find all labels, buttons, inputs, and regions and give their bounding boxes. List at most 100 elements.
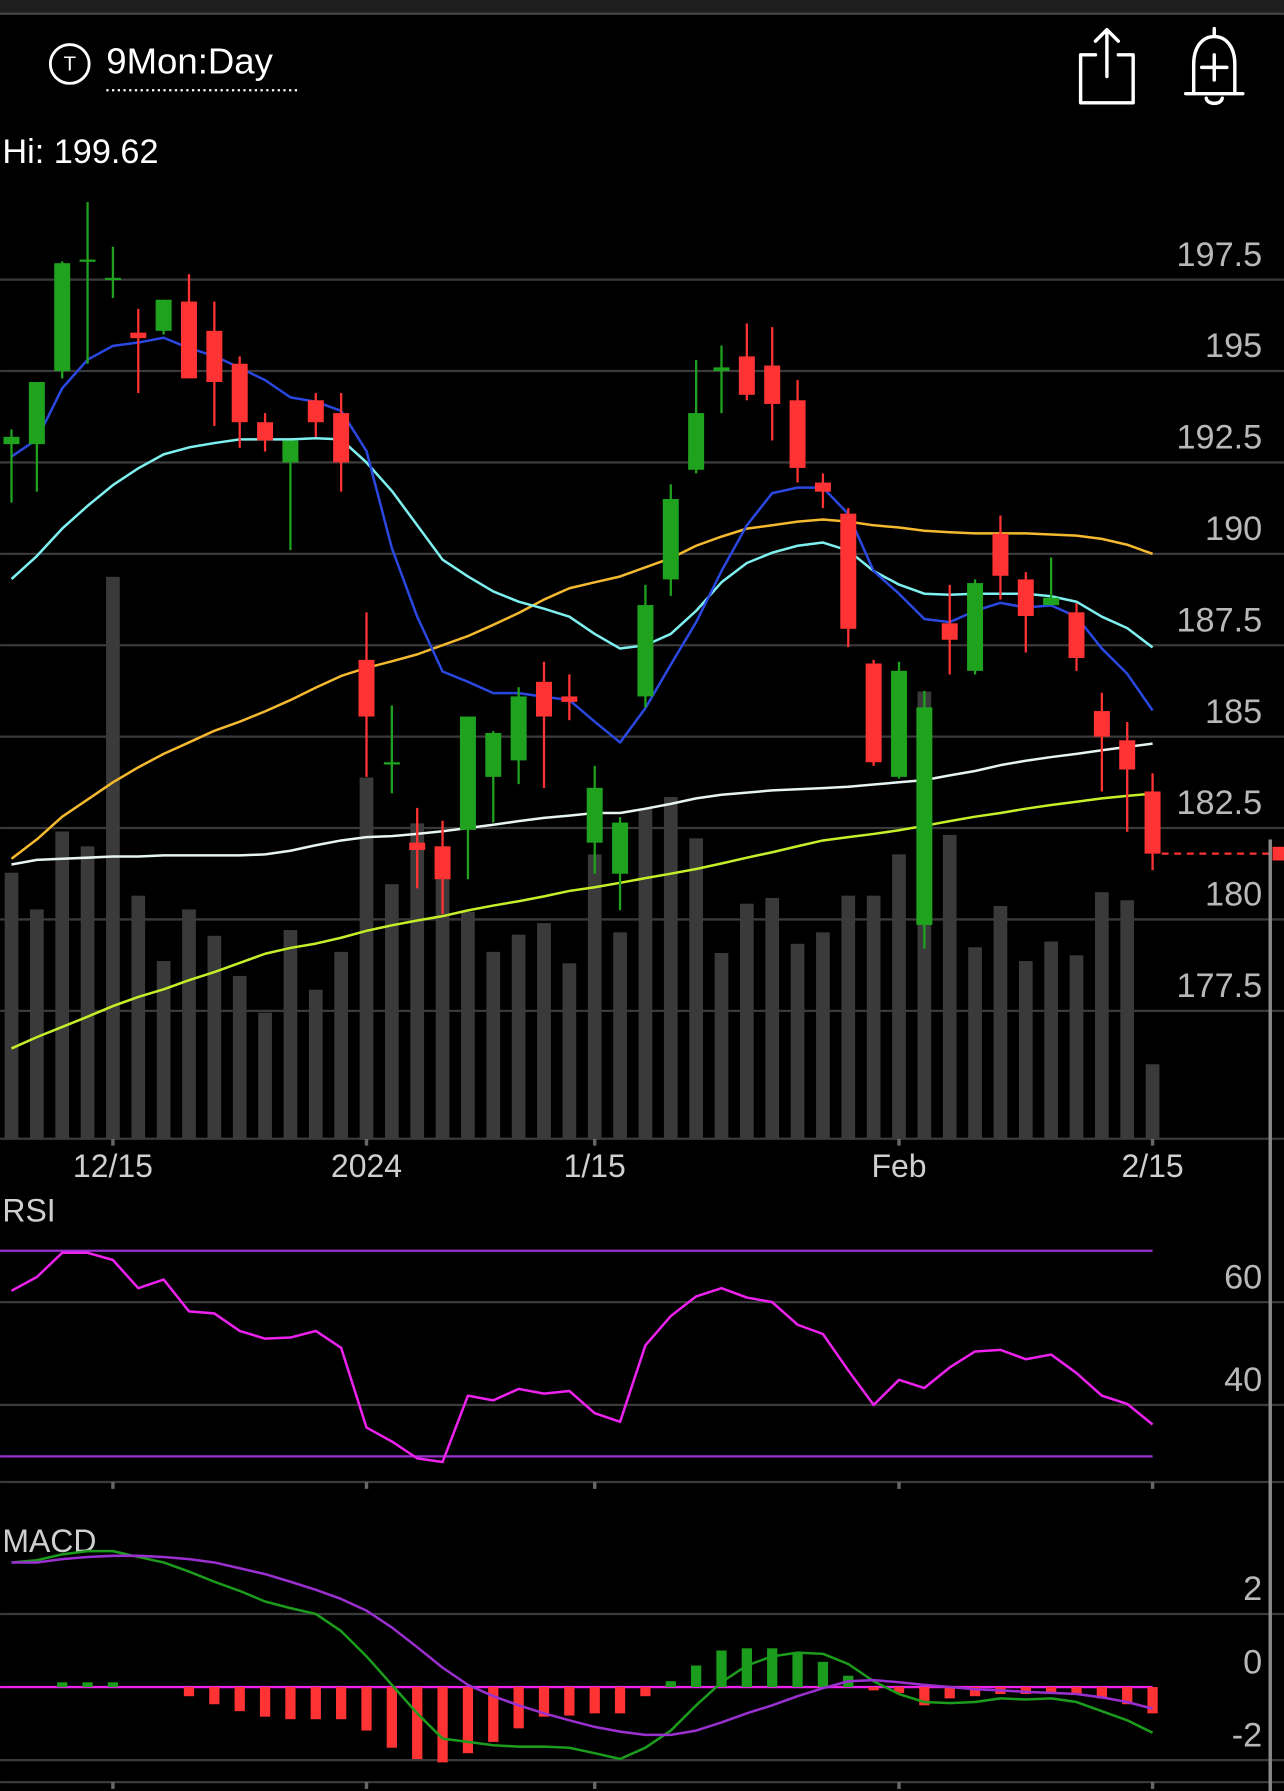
volume-bar bbox=[435, 863, 450, 1139]
volume-bar bbox=[841, 895, 856, 1139]
volume-bar bbox=[232, 975, 247, 1139]
volume-bar bbox=[866, 895, 881, 1139]
candle-body bbox=[738, 356, 755, 395]
histogram-bar bbox=[1020, 1687, 1031, 1695]
symbol-selector[interactable]: T 9Mon:Day bbox=[48, 41, 301, 92]
histogram-bar bbox=[691, 1665, 702, 1688]
volume-bar bbox=[258, 1012, 272, 1139]
symbol-icon bbox=[48, 43, 91, 85]
candle-body bbox=[3, 436, 20, 445]
histogram-bar bbox=[893, 1687, 905, 1693]
volume-bar bbox=[613, 932, 627, 1139]
symbol-title[interactable]: 9Mon:Day bbox=[106, 41, 273, 82]
volume-bar bbox=[385, 884, 399, 1139]
candle-body bbox=[713, 367, 730, 372]
candle-body bbox=[840, 513, 857, 629]
volume-bar bbox=[892, 854, 906, 1139]
indicator-line bbox=[11, 1549, 1154, 1761]
volume-bar bbox=[156, 961, 171, 1139]
candle-body bbox=[54, 263, 71, 372]
volume-bar bbox=[80, 846, 95, 1139]
candle-body bbox=[536, 681, 552, 717]
volume-bar bbox=[714, 952, 729, 1139]
histogram-bar bbox=[538, 1687, 550, 1717]
candle-body bbox=[257, 422, 274, 441]
candle-body bbox=[485, 732, 502, 777]
volume-bar bbox=[1044, 941, 1058, 1139]
x-tick-label: 12/15 bbox=[73, 1148, 153, 1184]
volume-bar bbox=[968, 947, 982, 1139]
volume-bar bbox=[587, 854, 602, 1139]
histogram-bar bbox=[437, 1687, 448, 1763]
y-tick-label: 187.5 bbox=[1177, 601, 1263, 639]
volume-bar bbox=[486, 951, 501, 1139]
candle-body bbox=[1119, 740, 1136, 770]
volume-bar bbox=[182, 909, 196, 1139]
candle-body bbox=[967, 583, 984, 671]
volume-bar bbox=[1018, 961, 1033, 1139]
candle-body bbox=[28, 382, 45, 445]
candle-body bbox=[992, 533, 1009, 576]
indicator-line bbox=[10, 518, 1153, 860]
histogram-bar bbox=[1046, 1687, 1057, 1693]
histogram-bar bbox=[209, 1687, 220, 1705]
candle-body bbox=[79, 259, 96, 262]
volume-bar bbox=[283, 930, 298, 1139]
candle-body bbox=[409, 842, 426, 850]
candle-body bbox=[1043, 597, 1060, 606]
y-tick-label: 185 bbox=[1205, 693, 1262, 731]
candle-body bbox=[231, 363, 248, 423]
histogram-bar bbox=[361, 1687, 372, 1731]
bell-plus bbox=[1199, 53, 1229, 82]
candle-body bbox=[434, 846, 451, 880]
candle-body bbox=[1093, 711, 1110, 737]
candle-body bbox=[941, 623, 958, 640]
candle-body bbox=[333, 413, 350, 463]
volume-bar bbox=[55, 831, 70, 1139]
volume-bar bbox=[511, 934, 526, 1139]
candle-body bbox=[561, 696, 578, 702]
volume-bar bbox=[1145, 1064, 1160, 1139]
indicator-line bbox=[10, 792, 1153, 1050]
candle-body bbox=[865, 663, 882, 763]
volume-bar bbox=[638, 808, 653, 1139]
volume-bar bbox=[942, 834, 957, 1139]
histogram-bar bbox=[665, 1681, 676, 1688]
candle-body bbox=[1017, 579, 1034, 616]
volume-bar bbox=[410, 823, 425, 1139]
histogram-bar bbox=[1147, 1687, 1158, 1714]
candle-body bbox=[662, 498, 679, 580]
volume-bar bbox=[334, 951, 348, 1139]
histogram-bar bbox=[741, 1648, 752, 1688]
panel-title: MACD bbox=[2, 1523, 96, 1559]
candle-body bbox=[155, 299, 172, 331]
histogram-bar bbox=[259, 1687, 271, 1717]
candle-body bbox=[1068, 612, 1085, 659]
volume-bar bbox=[663, 797, 678, 1139]
volume-bar bbox=[461, 911, 475, 1139]
share-box bbox=[1078, 53, 1135, 105]
candle-body bbox=[688, 413, 705, 470]
candle-body bbox=[383, 762, 400, 765]
histogram-bar bbox=[564, 1687, 575, 1716]
histogram-bar bbox=[183, 1687, 195, 1697]
histogram-bar bbox=[614, 1687, 626, 1714]
histogram-bar bbox=[386, 1687, 397, 1748]
alert-button[interactable] bbox=[1183, 26, 1245, 106]
y-tick-label: 182.5 bbox=[1177, 784, 1263, 822]
share-button[interactable] bbox=[1078, 27, 1135, 105]
histogram-bar bbox=[234, 1687, 245, 1712]
y-tick-label: -2 bbox=[1232, 1716, 1262, 1754]
indicator-line bbox=[10, 1251, 1154, 1464]
volume-bar bbox=[131, 895, 146, 1139]
x-tick-label: 2024 bbox=[331, 1148, 402, 1184]
histogram-bar bbox=[919, 1687, 930, 1706]
volume-bar bbox=[1069, 955, 1084, 1139]
histogram-bar bbox=[412, 1687, 423, 1760]
bell-icon bbox=[1183, 26, 1245, 106]
y-tick-label: 192.5 bbox=[1177, 419, 1263, 457]
panel-title: RSI bbox=[2, 1192, 55, 1228]
indicator-line bbox=[10, 336, 1154, 744]
